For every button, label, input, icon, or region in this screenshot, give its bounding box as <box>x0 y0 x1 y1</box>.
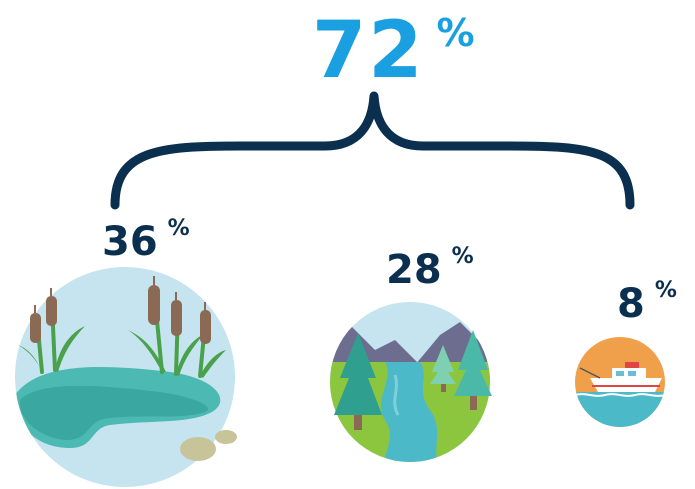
segment-2-value: 28 <box>386 247 442 293</box>
segment-3-value: 8 <box>617 281 645 327</box>
segment-1-unit: % <box>167 216 190 241</box>
segment-3-percentage: 8% <box>617 280 677 327</box>
total-value: 72 <box>312 6 425 96</box>
segment-1-value: 36 <box>102 219 158 265</box>
boat-icon <box>575 337 665 427</box>
curly-brace <box>110 91 635 210</box>
segment-1-percentage: 36% <box>102 218 190 265</box>
forest-river-icon <box>330 302 492 462</box>
segment-3-unit: % <box>654 278 677 303</box>
segment-2-percentage: 28% <box>386 246 474 293</box>
wetland-icon <box>15 267 237 487</box>
total-unit: % <box>436 11 475 55</box>
segment-2-unit: % <box>451 244 474 269</box>
total-percentage: 72% <box>312 12 475 90</box>
